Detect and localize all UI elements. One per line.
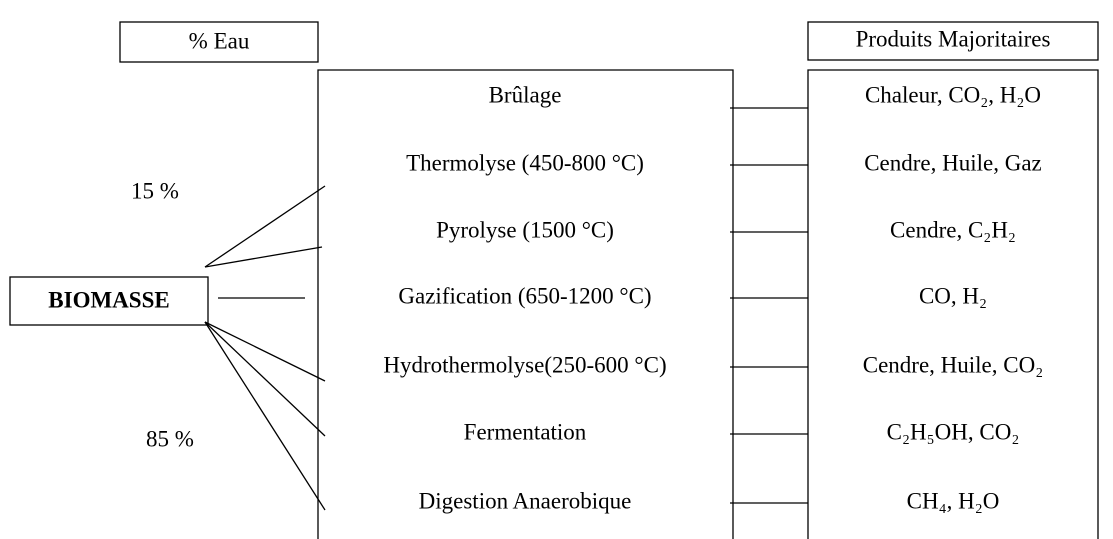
connector — [204, 321, 326, 511]
source-label: BIOMASSE — [48, 287, 169, 312]
process-label: Hydrothermolyse(250-600 °C) — [383, 352, 666, 377]
water-level: 15 % — [131, 178, 179, 203]
connector — [204, 321, 326, 382]
product-label: CH₄, H₂O — [907, 488, 1000, 513]
water-level: 85 % — [146, 426, 194, 451]
product-label: CO, H₂ — [919, 283, 987, 308]
product-label: Chaleur, CO₂, H₂O — [865, 82, 1041, 107]
product-label: Cendre, Huile, CO₂ — [863, 352, 1044, 377]
products-box — [807, 69, 1099, 539]
source-box — [9, 276, 209, 326]
connector — [204, 185, 326, 268]
product-label: C₂H₅OH, CO₂ — [887, 419, 1020, 444]
product-label: Cendre, C₂H₂ — [890, 217, 1016, 242]
process-label: Fermentation — [464, 419, 587, 444]
process-label: Gazification (650-1200 °C) — [398, 283, 651, 308]
connector — [204, 246, 323, 268]
connector — [204, 321, 326, 437]
process-label: Pyrolyse (1500 °C) — [436, 217, 614, 242]
process-label: Digestion Anaerobique — [419, 488, 632, 513]
product-label: Cendre, Huile, Gaz — [864, 150, 1042, 175]
process-label: Brûlage — [489, 82, 562, 107]
water-box — [119, 21, 319, 63]
products-header: Produits Majoritaires — [856, 26, 1051, 51]
process-box — [317, 69, 734, 539]
process-label: Thermolyse (450-800 °C) — [406, 150, 644, 175]
water-header: % Eau — [189, 28, 250, 53]
products-header-box — [807, 21, 1099, 61]
